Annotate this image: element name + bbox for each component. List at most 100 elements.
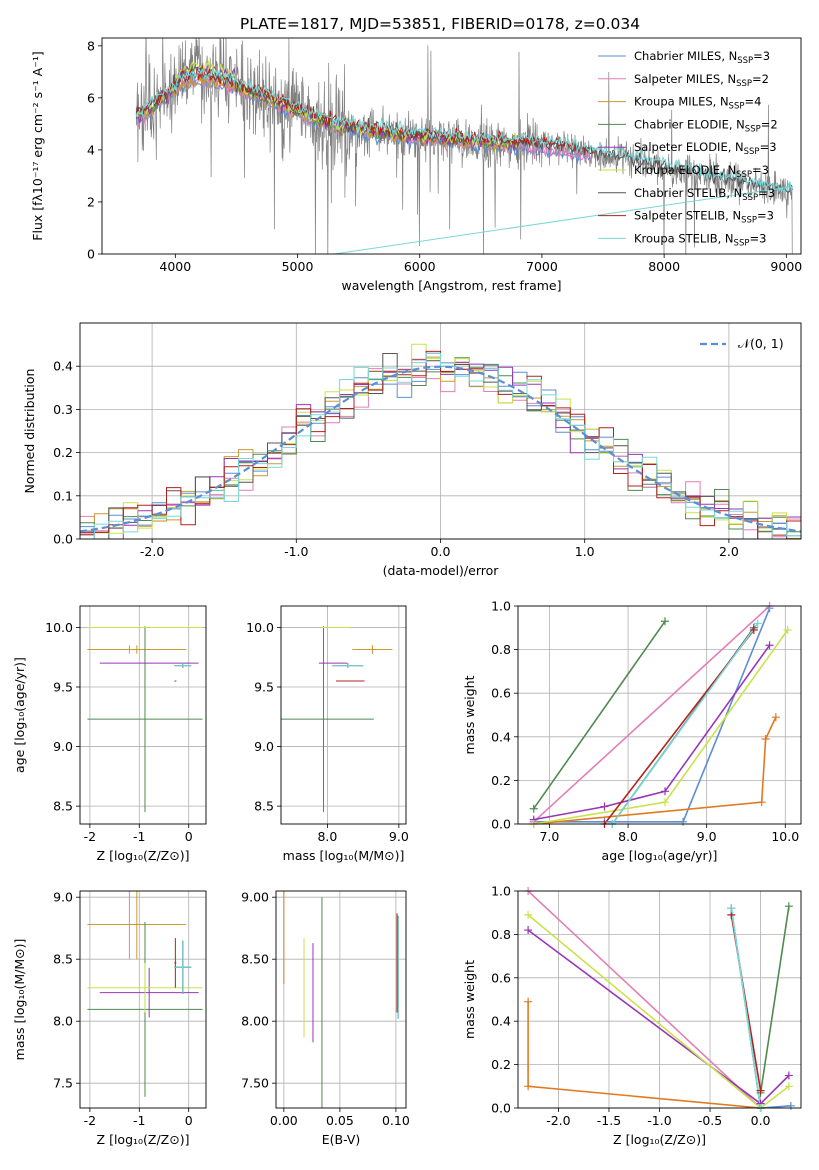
x-tick-label: -0.5: [698, 1113, 722, 1128]
x-tick-label: 0.05: [326, 1113, 354, 1128]
y-tick-label: 9.0: [254, 739, 274, 754]
axes-frame: [280, 605, 407, 825]
x-tick-label: 4000: [159, 259, 191, 274]
x-tick-label: 2.0: [719, 544, 739, 559]
legend-model: Salpeter ELODIE, N: [634, 140, 744, 154]
y-tick-label: 8.50: [241, 952, 269, 967]
x-tick-label: 0.0: [751, 1113, 771, 1128]
legend-entry-label: Kroupa STELIB, NSSP=3: [634, 231, 766, 248]
weight-marker: [524, 1082, 533, 1091]
y-tick-label: 0.3: [53, 402, 73, 417]
x-tick-label: -1.0: [647, 1113, 671, 1128]
legend-sub: SSP: [741, 216, 757, 226]
x-axis-label: age [log₁₀(age/yr)]: [602, 848, 718, 863]
weight-marker: [600, 802, 609, 811]
panel-age_vs_Z: -2 -1 0 8.5 9.0 9.5 10.0 Z [log₁₀(Z/Z⊙)] age [lo…: [12, 605, 207, 863]
x-tick-label: 0.0: [431, 544, 451, 559]
weight-line-salpeter-miles: [533, 606, 771, 823]
weight-line-kroupa-miles: [533, 716, 777, 824]
y-tick-label: 10.0: [45, 620, 73, 635]
y-axis-label: Normed distribution: [22, 369, 37, 494]
weight-marker: [749, 625, 758, 634]
y-tick-label: 8.5: [53, 799, 73, 814]
weight-marker: [761, 734, 770, 743]
weight-marker: [661, 798, 670, 807]
x-tick-label: 9.0: [389, 829, 409, 844]
legend-count: =3: [757, 209, 774, 223]
x-axis-label: (data-model)/error: [383, 563, 500, 578]
plot-area: [281, 626, 393, 813]
x-tick-label: -2: [84, 1113, 96, 1128]
y-tick-label: 8: [87, 38, 95, 53]
y-tick-label: 9.0: [53, 890, 73, 905]
panel-mass_vs_Z: -2 -1 0 7.5 8.0 8.5 9.0 Z [log₁₀(Z/Z⊙)] mass [lo…: [12, 890, 207, 1147]
axes-frame: [275, 890, 407, 1109]
x-tick-label: 8.0: [618, 829, 638, 844]
weight-line-kroupa-stelib: [730, 908, 762, 1108]
panel-age_vs_mass: 8.0 9.0 8.5 9.0 9.5 10.0 mass [log₁₀(M/M⊙)]: [246, 605, 409, 863]
weight-marker: [679, 817, 688, 826]
y-tick-label: 0.8: [491, 642, 511, 657]
x-axis-label: Z [log₁₀(Z/Z⊙)]: [97, 1132, 190, 1147]
y-tick-label: 8.5: [53, 952, 73, 967]
x-axis-label: wavelength [Angstrom, rest frame]: [341, 278, 561, 293]
weight-marker: [783, 625, 792, 634]
weight-marker: [524, 910, 533, 919]
y-tick-label: 10.0: [246, 620, 274, 635]
legend-model: Chabrier ELODIE, N: [634, 117, 745, 131]
x-tick-label: 0.00: [270, 1113, 298, 1128]
x-tick-label: -2.0: [546, 1113, 570, 1128]
weight-marker: [771, 713, 780, 722]
model-line-chabrier-miles: [135, 78, 592, 164]
x-tick-label: 8000: [648, 259, 680, 274]
y-tick-label: 2: [87, 194, 95, 209]
legend-entry-label: Kroupa MILES, NSSP=4: [634, 95, 761, 112]
x-tick-label: -1: [133, 829, 145, 844]
y-tick-label: 1.0: [491, 599, 511, 614]
weight-line-salpeter-miles: [527, 891, 762, 1108]
y-axis-label: mass weight: [462, 960, 477, 1039]
legend-count: =3: [760, 140, 777, 154]
axes-frame: [101, 37, 802, 255]
legend-model: Salpeter MILES, N: [634, 72, 736, 86]
legend-count: =4: [744, 95, 761, 109]
y-tick-label: 8.0: [53, 1014, 73, 1029]
y-tick-label: 8.00: [241, 1014, 269, 1029]
legend-count: =3: [758, 186, 775, 200]
y-tick-label: 1.0: [491, 884, 511, 899]
y-axis-label: mass [log₁₀(M/M⊙)]: [12, 939, 27, 1061]
panel-mass_vs_ebv: 0.00 0.05 0.10 7.50 8.00 8.50 9.00 E(B-V): [241, 890, 410, 1147]
weight-marker: [727, 904, 736, 913]
legend-entry-label: Salpeter ELODIE, NSSP=3: [634, 140, 777, 157]
legend-model: Chabrier STELIB, N: [634, 186, 742, 200]
x-tick-label: -2: [84, 829, 96, 844]
plot-area: [135, 38, 794, 254]
legend-count: =2: [761, 117, 778, 131]
legend-sub: SSP: [744, 147, 760, 157]
weight-line-kroupa-elodie: [527, 914, 790, 1108]
x-axis-label: Z [log₁₀(Z/Z⊙)]: [613, 1132, 706, 1147]
y-tick-label: 0.6: [491, 970, 511, 985]
panel-weight_vs_Z: -2.0 -1.5 -1.0 -0.5 0.0 0.0 0.2 0.4 0.6 0.8 1.0 Z […: [462, 884, 802, 1147]
x-tick-label: -1.0: [284, 544, 308, 559]
legend-model: Kroupa STELIB, N: [634, 231, 734, 245]
legend-entry-label: Salpeter STELIB, NSSP=3: [634, 209, 774, 226]
legend-sub: SSP: [736, 170, 752, 180]
x-tick-label: 0: [185, 1113, 193, 1128]
y-tick-label: 0.8: [491, 927, 511, 942]
x-axis-label: Z [log₁₀(Z/Z⊙)]: [97, 848, 190, 863]
legend-sub: SSP: [734, 238, 750, 248]
x-tick-label: 0.10: [382, 1113, 410, 1128]
weight-line-salpeter-elodie: [533, 644, 771, 821]
y-tick-label: 9.5: [254, 680, 274, 695]
legend-count: =3: [749, 231, 766, 245]
y-tick-label: 0.4: [491, 1014, 511, 1029]
x-tick-label: 10.0: [771, 829, 799, 844]
y-tick-label: 4: [87, 142, 95, 157]
weight-marker: [784, 902, 793, 911]
x-tick-label: -1.5: [597, 1113, 621, 1128]
plot-area: [87, 891, 203, 1097]
legend-sub: SSP: [745, 124, 761, 134]
